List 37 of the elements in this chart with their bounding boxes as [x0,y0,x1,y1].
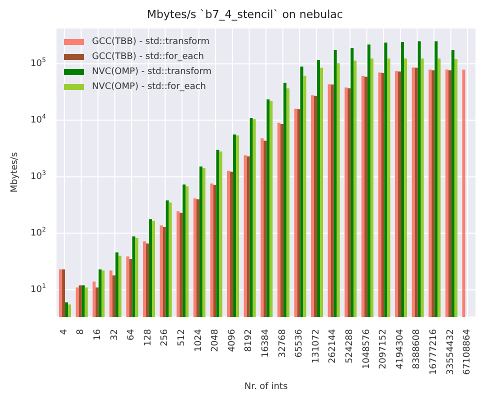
x-tick-label: 1024 [194,328,204,352]
y-tick-label: 10$^{4}$ [30,113,46,126]
y-tick-label: 10$^{5}$ [30,56,46,69]
y-tick-label: 10$^{1}$ [30,282,46,295]
x-axis-title: Nr. of ints [244,382,288,392]
x-tick-label: 4194304 [395,328,406,370]
chart-title: Mbytes/s `b7_4_stencil` on nebulac [146,8,344,23]
x-tick-label: 4 [59,328,70,335]
x-tick-label: 131072 [311,329,322,364]
x-tick-label: 16 [93,328,103,340]
x-tick-label: 1048576 [362,328,372,370]
x-tick-label: 2097152 [378,329,389,370]
x-tick-label: 33554432 [446,329,456,375]
legend-label: GCC(TBB) - std::transform [92,36,210,46]
x-tick-label: 64 [126,328,137,340]
legend-label: NVC(OMP) - std::transform [92,66,212,76]
x-tick-label: 16384 [261,328,271,358]
x-tick-label: 67108864 [462,328,473,375]
x-tick-label: 8 [76,328,86,335]
x-tick-label: 65536 [294,328,305,358]
x-tick-label: 8388608 [412,328,422,370]
x-tick-label: 4096 [227,328,238,352]
x-tick-label: 262144 [328,328,338,364]
x-tick-label: 512 [177,329,187,346]
x-tick-label: 32 [110,329,120,340]
x-tick-label: 8192 [244,329,254,352]
x-tick-label: 524288 [345,328,355,364]
x-tick-label: 128 [143,328,154,346]
x-tick-label: 2048 [210,328,221,352]
y-axis-title: Mbytes/s [10,152,20,192]
x-tick-label: 256 [160,328,170,346]
y-tick-label: 10$^{3}$ [30,170,46,182]
x-tick-label: 32768 [278,328,288,358]
legend-label: GCC(TBB) - std::for_each [92,52,204,62]
y-tick-label: 10$^{2}$ [30,226,46,238]
legend-label: NVC(OMP) - std::for_each [92,82,206,92]
x-tick-label: 16777216 [429,328,439,375]
